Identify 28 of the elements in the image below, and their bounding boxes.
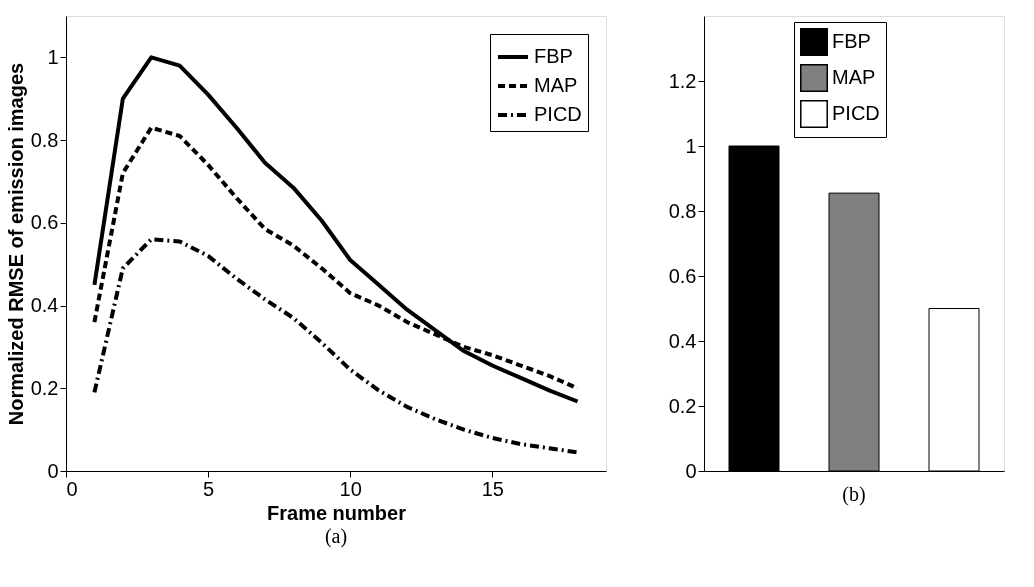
text: (b) xyxy=(842,483,866,506)
legend-label: PICD xyxy=(534,103,582,125)
y-tick-label: 0.4 xyxy=(30,294,59,317)
y-tick-label: 1.2 xyxy=(668,69,697,92)
y-tick-label: 0.6 xyxy=(30,211,59,234)
y-tick-label: 0.2 xyxy=(668,394,697,417)
y-tick-label: 1 xyxy=(47,45,59,68)
x-tick-label: 0 xyxy=(66,477,78,500)
line-series xyxy=(92,237,580,455)
y-tick-label: 0.2 xyxy=(30,376,59,399)
x-tick-label: 15 xyxy=(481,477,504,500)
legend-label: MAP xyxy=(534,74,578,96)
y-tick-label: 0.8 xyxy=(668,199,697,222)
legend-label: PICD xyxy=(832,102,880,124)
legend-label: FBP xyxy=(534,45,573,67)
x-tick-label: 10 xyxy=(339,477,362,500)
y-axis-title: Normalized RMSE of emission images xyxy=(4,62,27,426)
y-tick-label: 0 xyxy=(685,459,697,482)
y-tick-label: 0 xyxy=(47,459,59,482)
legend-label: FBP xyxy=(832,30,871,52)
y-tick-label: 1 xyxy=(685,134,697,157)
x-tick-label: 5 xyxy=(203,477,215,500)
y-tick-label: 0.6 xyxy=(668,264,697,287)
y-tick-label: 0.8 xyxy=(30,128,59,151)
y-tick-label: 0.4 xyxy=(668,329,697,352)
x-axis-title: Frame number xyxy=(267,501,407,524)
text: (a) xyxy=(324,525,348,548)
legend-label: MAP xyxy=(832,66,876,88)
